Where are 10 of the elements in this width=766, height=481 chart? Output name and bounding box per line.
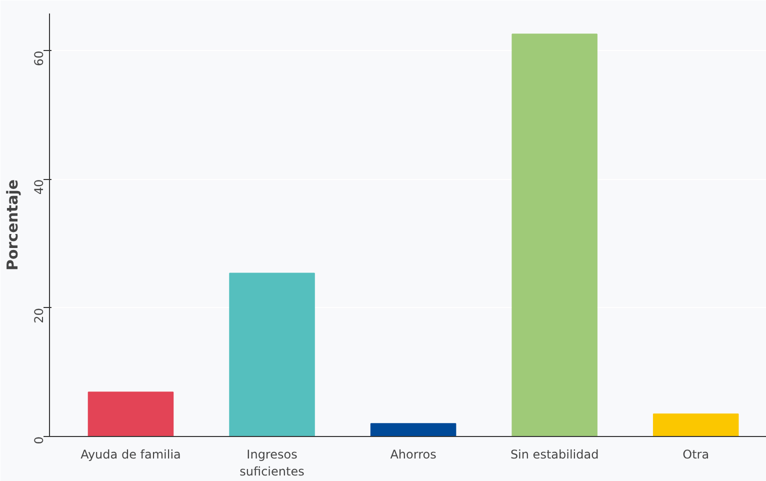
y-tick-label: 0 (32, 436, 46, 444)
y-axis-title: Porcentaje (4, 179, 22, 271)
x-tick-label: Ingresos suficientes (240, 448, 304, 478)
y-tick-label: 20 (32, 308, 46, 324)
y-tick-label: 40 (32, 179, 46, 195)
x-tick-label: Ahorros (390, 448, 436, 462)
y-tick-label: 60 (32, 50, 46, 66)
x-tick-label: Sin estabilidad (510, 448, 599, 462)
x-tick-label: Ayuda de familia (80, 448, 181, 462)
x-tick-label: Otra (682, 448, 710, 462)
